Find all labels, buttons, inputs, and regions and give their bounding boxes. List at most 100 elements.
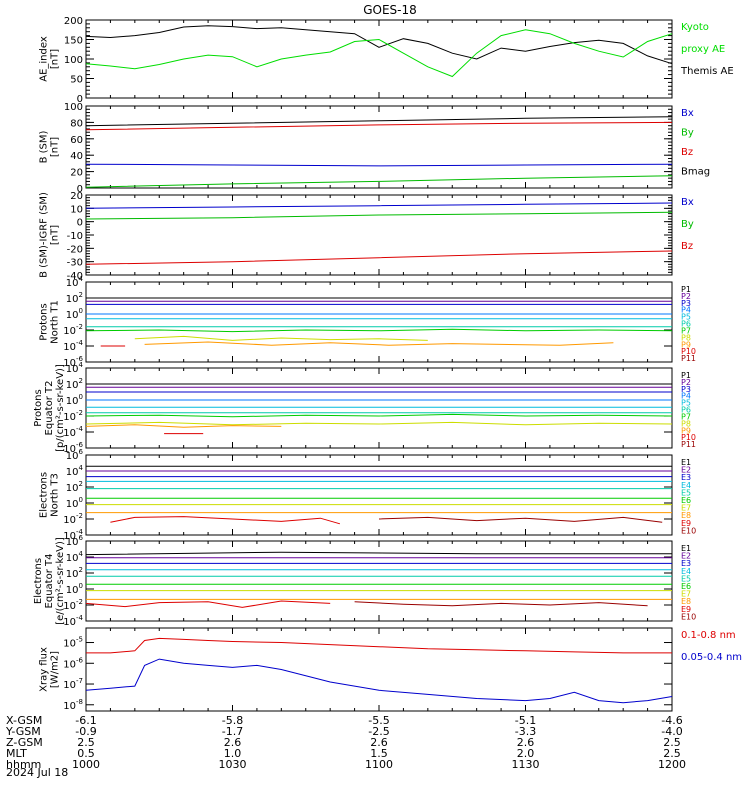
legend-entry: P1 [681, 371, 691, 380]
panel-4: 10-6 10-4 10-2 100 102 104 Protons North T1 P1P2… [39, 275, 697, 369]
coordinate-footer: X-GSMY-GSMZ-GSMMLThhmm-6.1-0.92.50.51000… [5, 714, 686, 771]
y-tick-label: 10-6 [63, 355, 83, 369]
legend-entry: E4 [681, 567, 691, 576]
legend-entry: E4 [681, 481, 691, 490]
y-tick-label: 102 [66, 480, 83, 494]
series-line-e10 [354, 601, 648, 607]
y-tick-label: 10-6 [63, 656, 83, 670]
series-line-p8 [85, 421, 673, 426]
legend-entry: Bz [681, 147, 693, 158]
legend-entry: P2 [681, 292, 691, 301]
legend-entry: E10 [681, 612, 696, 621]
y-tick-label: 102 [66, 566, 83, 580]
y-tick-label: 10-4 [63, 528, 83, 542]
series-line-p9 [144, 341, 614, 346]
legend-entry: P4 [681, 392, 691, 401]
legend-entry: P8 [681, 333, 691, 342]
legend-entry: Bmag [681, 167, 710, 178]
legend-entry: P7 [681, 326, 691, 335]
footer-row-label: Y-GSM [5, 725, 41, 738]
y-tick-label: 50 [70, 75, 83, 86]
legend-entry: P1 [681, 285, 691, 294]
series-line-e10 [378, 516, 663, 523]
y-tick-label: 200 [64, 16, 83, 27]
footer-value: 1.0 [224, 747, 242, 760]
legend-entry: E9 [681, 605, 691, 614]
y-tick-label: 10-5 [63, 636, 83, 650]
series-line-p7 [85, 413, 673, 418]
legend-entry: E9 [681, 519, 691, 528]
footer-value: 1000 [72, 758, 100, 771]
y-tick-label: 104 [66, 550, 84, 564]
series-line-by [85, 211, 673, 220]
legend-entry: E6 [681, 582, 691, 591]
panel-frame [85, 454, 673, 536]
y-tick-label: -20 [67, 244, 83, 255]
footer-value: -4.6 [661, 714, 682, 727]
y-axis-label: [p/(cm²-s-sr-keV)] [55, 364, 66, 452]
legend-entry: Bx [681, 197, 694, 208]
legend-entry: E5 [681, 488, 691, 497]
series-line-themis-ae [85, 25, 673, 65]
legend-entry: proxy AE [681, 44, 725, 55]
y-tick-label: 106 [66, 534, 84, 548]
series-line-by [85, 175, 673, 188]
y-tick-label: 10-2 [63, 598, 83, 612]
series-line-e9 [85, 600, 331, 608]
legend-entry: P3 [681, 299, 691, 308]
legend-entry: P6 [681, 406, 691, 415]
y-tick-label: 100 [66, 582, 83, 596]
footer-value: 1130 [512, 758, 540, 771]
y-tick-label: 10-4 [63, 339, 83, 353]
footer-value: 2.5 [77, 736, 95, 749]
y-tick-label: 102 [66, 291, 83, 305]
y-tick-label: 0 [77, 184, 83, 195]
panel-3: -40 -30 -20 -10 0 10 20 B (SM)-IGRF (SM) [nT] Bx B… [39, 191, 694, 282]
y-tick-label: 10-8 [63, 698, 83, 712]
legend-entry: E7 [681, 590, 691, 599]
y-axis-label: [nT] [50, 49, 61, 69]
legend-entry: By [681, 128, 694, 139]
footer-value: 2.5 [663, 736, 681, 749]
footer-row-label: MLT [6, 747, 27, 760]
legend-entry: E8 [681, 511, 691, 520]
panel-7: 10-4 10-2 100 102 104 106 Electrons Equator T4[… [33, 534, 696, 628]
footer-value: -5.5 [368, 714, 389, 727]
footer-value: 2.6 [224, 736, 242, 749]
y-tick-label: 80 [70, 118, 83, 129]
series-line-bz [85, 121, 673, 131]
legend-entry: P4 [681, 306, 691, 315]
chart-title: GOES-18 [363, 3, 417, 17]
y-axis-label: [nT] [50, 137, 61, 157]
y-axis-label: Protons [39, 303, 50, 340]
legend-entry: P10 [681, 347, 696, 356]
legend-entry: Kyoto [681, 22, 709, 33]
legend-entry: E8 [681, 597, 691, 606]
legend-entry: P5 [681, 399, 691, 408]
y-tick-label: 150 [64, 36, 83, 47]
y-axis-label: Electrons [39, 472, 50, 518]
y-tick-label: 20 [70, 191, 83, 202]
footer-row-label: hhmm [6, 758, 41, 771]
legend-entry: E1 [681, 458, 691, 467]
y-axis-label: Protons [33, 389, 44, 426]
legend-entry: P3 [681, 385, 691, 394]
y-axis-label: North T1 [50, 300, 61, 344]
panel-frame [85, 367, 673, 449]
footer-value: 1100 [365, 758, 393, 771]
y-tick-label: 10-2 [63, 512, 83, 526]
series-line-0-1-0-8-nm [86, 637, 672, 654]
y-tick-label: 60 [70, 135, 83, 146]
y-tick-label: 10-4 [63, 425, 83, 439]
legend-entry: P6 [681, 320, 691, 329]
legend-entry: P11 [681, 440, 696, 449]
y-tick-label: 0 [77, 94, 83, 105]
y-tick-label: 100 [66, 393, 83, 407]
footer-row-label: Z-GSM [6, 736, 43, 749]
footer-value: 1200 [658, 758, 686, 771]
y-tick-label: 104 [66, 464, 84, 478]
y-axis-label: B (SM)-IGRF (SM) [39, 192, 50, 278]
y-tick-label: 102 [66, 377, 83, 391]
legend-entry: E2 [681, 552, 691, 561]
legend-entry: E6 [681, 496, 691, 505]
